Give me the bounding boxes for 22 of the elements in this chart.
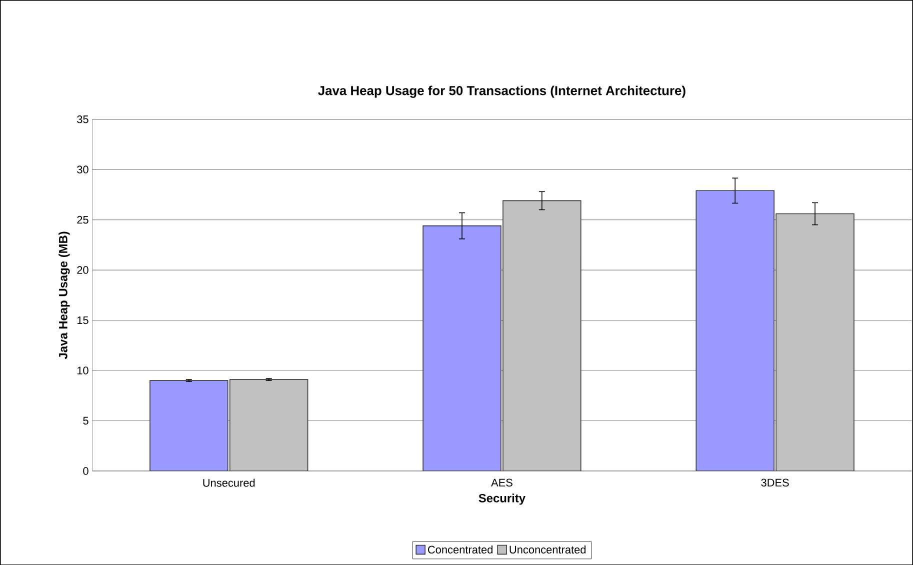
y-tick-label: 5 — [83, 416, 88, 424]
x-axis-title: Security — [478, 493, 526, 505]
y-tick-label: 10 — [77, 366, 88, 374]
legend-label: Unconcentrated — [510, 545, 586, 554]
y-tick-label: 30 — [77, 166, 88, 174]
bar — [229, 379, 308, 471]
legend-label: Concentrated — [428, 545, 492, 554]
bar — [502, 200, 582, 471]
y-tick-label: 35 — [77, 115, 88, 124]
y-tick-label: 0 — [83, 466, 88, 475]
bar — [776, 213, 854, 471]
y-tick-label: 25 — [77, 216, 88, 224]
y-tick-label: 20 — [77, 266, 88, 274]
x-tick-label: Unsecured — [203, 478, 255, 487]
x-tick-label: AES — [491, 478, 512, 486]
y-axis-title: Java Heap Usage (MB) — [58, 232, 70, 359]
y-tick-label: 15 — [77, 316, 88, 324]
bar — [422, 225, 502, 471]
chart-title: Java Heap Usage for 50 Transactions (Internet Architecture) — [318, 86, 686, 98]
bar — [696, 190, 774, 471]
x-tick-label: 3DES — [761, 478, 789, 486]
bar — [150, 380, 228, 471]
